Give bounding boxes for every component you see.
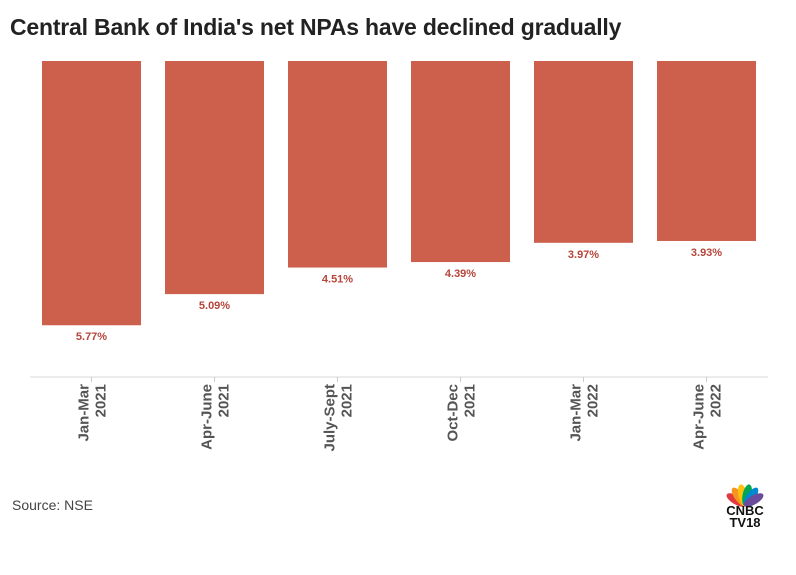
x-tick-label-line: Oct-Dec: [445, 384, 462, 442]
data-label: 4.51%: [322, 274, 353, 286]
bar: [42, 61, 141, 326]
data-label: 5.77%: [76, 331, 107, 343]
logo-line-1: CNBC: [726, 503, 764, 518]
x-tick-label-line: Jan-Mar: [76, 384, 93, 442]
bar: [165, 61, 264, 295]
bar: [411, 61, 510, 263]
bar: [288, 61, 387, 268]
bar: [657, 61, 756, 241]
x-tick-label-line: 2021: [93, 384, 110, 417]
cnbc-logo-text: CNBC TV18: [715, 503, 775, 530]
data-label: 3.93%: [691, 247, 722, 259]
data-label: 3.97%: [568, 249, 599, 261]
x-tick-label-line: 2022: [708, 384, 725, 417]
data-label: 5.09%: [199, 300, 230, 312]
x-tick-label: July-Sept 2021: [322, 384, 356, 452]
x-tick-label-line: Apr-June: [199, 384, 216, 450]
x-tick-label: Jan-Mar 2021: [76, 384, 110, 442]
x-tick-label: Jan-Mar 2022: [568, 384, 602, 442]
cnbc-peacock-logo-icon: [726, 484, 764, 507]
x-tick-label-line: Jan-Mar: [568, 384, 585, 442]
data-label: 4.39%: [445, 268, 476, 280]
logo-line-2: TV18: [729, 515, 761, 530]
x-tick-label-line: Apr-June: [691, 384, 708, 450]
x-tick-label-line: 2022: [585, 384, 602, 417]
x-tick-label-line: 2021: [216, 384, 233, 417]
bar: [534, 61, 633, 243]
x-tick-label-line: 2021: [339, 384, 356, 417]
x-tick-label: Apr-June 2022: [691, 384, 725, 450]
x-tick-label: Apr-June 2021: [199, 384, 233, 450]
x-tick-label: Oct-Dec 2021: [445, 384, 479, 442]
chart-title: Central Bank of India's net NPAs have de…: [10, 14, 622, 40]
source-note: Source: NSE: [12, 497, 93, 513]
x-tick-label-line: July-Sept: [322, 384, 339, 452]
x-tick-label-line: 2021: [462, 384, 479, 417]
